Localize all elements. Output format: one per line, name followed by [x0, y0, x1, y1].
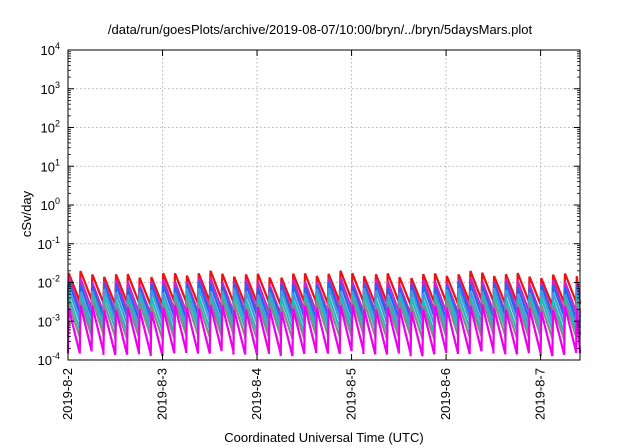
y-tick-labels: 10-4 10-3 10-2 10-1 100 101 102 103 104 — [38, 41, 60, 368]
ticks — [67, 49, 580, 361]
y-tick-label: 10-4 — [38, 351, 60, 368]
series-line — [66, 304, 582, 357]
x-axis-label: Coordinated Universal Time (UTC) — [224, 430, 423, 445]
x-tick-label: 2019-8-6 — [438, 368, 453, 420]
x-tick-label: 2019-8-2 — [60, 368, 75, 420]
x-tick-label: 2019-8-5 — [344, 368, 359, 420]
x-tick-label: 2019-8-4 — [249, 368, 264, 420]
y-tick-label: 104 — [41, 41, 60, 58]
y-axis-label: cSv/day — [19, 190, 34, 237]
x-tick-label: 2019-8-7 — [533, 368, 548, 420]
y-tick-label: 10-3 — [38, 312, 60, 329]
x-tick-labels: 2019-8-2 2019-8-3 2019-8-4 2019-8-5 2019-8-6… — [60, 368, 548, 420]
y-tick-label: 102 — [41, 119, 60, 136]
y-tick-label: 100 — [41, 196, 60, 213]
series-group — [66, 270, 582, 357]
y-tick-label: 10-2 — [38, 274, 60, 291]
y-tick-label: 10-1 — [38, 235, 60, 252]
x-tick-label: 2019-8-3 — [155, 368, 170, 420]
y-tick-label: 103 — [41, 80, 60, 97]
chart-title: /data/run/goesPlots/archive/2019-08-07/1… — [108, 22, 533, 37]
y-tick-label: 101 — [41, 157, 60, 174]
